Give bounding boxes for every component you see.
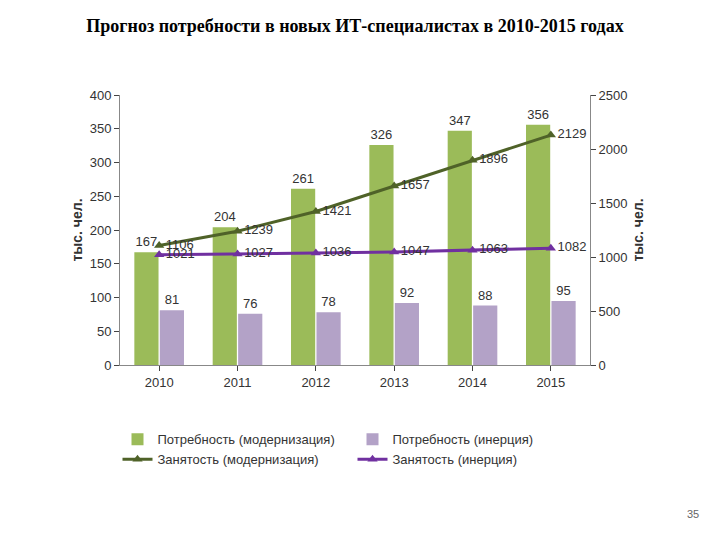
svg-text:81: 81 xyxy=(165,292,179,307)
svg-text:2013: 2013 xyxy=(380,375,409,390)
svg-text:1021: 1021 xyxy=(166,246,195,261)
svg-text:Потребность (модернизация): Потребность (модернизация) xyxy=(158,432,335,447)
svg-text:88: 88 xyxy=(478,288,492,303)
svg-text:100: 100 xyxy=(90,290,112,305)
svg-text:2129: 2129 xyxy=(557,126,586,141)
svg-text:Прогноз потребности в новых ИТ: Прогноз потребности в новых ИТ-специалис… xyxy=(86,16,623,36)
svg-text:150: 150 xyxy=(90,256,112,271)
svg-text:0: 0 xyxy=(599,358,606,373)
svg-text:500: 500 xyxy=(599,304,621,319)
svg-text:Занятость (модернизация): Занятость (модернизация) xyxy=(158,452,319,467)
svg-text:2000: 2000 xyxy=(599,142,628,157)
svg-text:2014: 2014 xyxy=(458,375,487,390)
svg-text:35: 35 xyxy=(687,508,699,520)
svg-text:1036: 1036 xyxy=(322,244,351,259)
svg-text:1047: 1047 xyxy=(401,243,430,258)
svg-text:1657: 1657 xyxy=(401,177,430,192)
svg-text:1027: 1027 xyxy=(244,245,273,260)
svg-text:Занятость (инерция): Занятость (инерция) xyxy=(393,452,517,467)
svg-text:95: 95 xyxy=(556,283,570,298)
svg-text:1896: 1896 xyxy=(479,151,508,166)
svg-text:2015: 2015 xyxy=(536,375,565,390)
svg-text:300: 300 xyxy=(90,155,112,170)
svg-text:200: 200 xyxy=(90,223,112,238)
svg-text:50: 50 xyxy=(97,324,111,339)
svg-text:326: 326 xyxy=(371,127,393,142)
svg-text:2011: 2011 xyxy=(224,375,252,390)
svg-text:1106: 1106 xyxy=(166,237,194,252)
svg-text:1500: 1500 xyxy=(599,196,628,211)
svg-text:204: 204 xyxy=(214,209,236,224)
svg-text:167: 167 xyxy=(136,234,158,249)
svg-text:350: 350 xyxy=(90,121,112,136)
svg-text:92: 92 xyxy=(400,285,414,300)
svg-text:Потребность (инерция): Потребность (инерция) xyxy=(393,432,534,447)
svg-text:1082: 1082 xyxy=(557,239,586,254)
svg-text:1063: 1063 xyxy=(479,241,508,256)
svg-text:76: 76 xyxy=(243,296,257,311)
svg-text:2010: 2010 xyxy=(145,375,174,390)
svg-text:356: 356 xyxy=(527,107,549,122)
svg-text:261: 261 xyxy=(292,171,314,186)
svg-text:1239: 1239 xyxy=(244,222,273,237)
svg-text:250: 250 xyxy=(90,189,112,204)
svg-text:тыс. чел.: тыс. чел. xyxy=(69,198,85,261)
svg-text:347: 347 xyxy=(449,113,471,128)
svg-text:1000: 1000 xyxy=(599,250,628,265)
svg-text:тыс. чел.: тыс. чел. xyxy=(630,198,646,261)
svg-text:2500: 2500 xyxy=(599,88,628,103)
svg-text:2012: 2012 xyxy=(301,375,330,390)
svg-text:400: 400 xyxy=(90,88,112,103)
svg-text:1421: 1421 xyxy=(322,203,351,218)
svg-text:0: 0 xyxy=(104,358,111,373)
svg-text:78: 78 xyxy=(321,294,335,309)
